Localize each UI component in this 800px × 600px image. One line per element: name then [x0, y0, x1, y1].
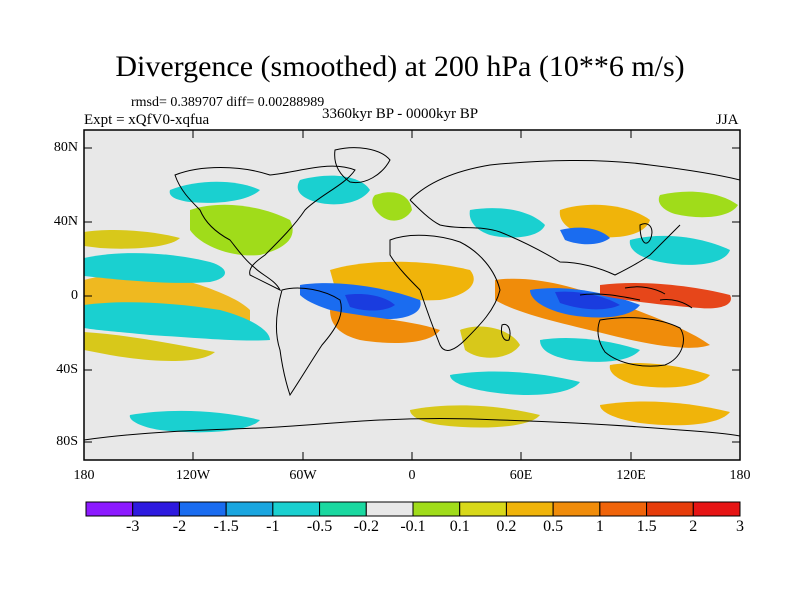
- x-label-120e: 120E: [616, 468, 646, 483]
- coast-africa: [389, 234, 501, 351]
- colorbar-label-12: 2: [689, 518, 698, 535]
- neg-antarctic-west: [129, 410, 260, 433]
- pos-north-pacific: [84, 230, 180, 249]
- colorbar-swatch-7: [412, 501, 461, 517]
- neg-south-indian: [540, 338, 640, 362]
- y-label-0: 0: [71, 288, 78, 303]
- x-label-180w: 180: [73, 468, 95, 483]
- divergence-field: [84, 175, 738, 433]
- pos-atlantic-mid: [372, 192, 412, 221]
- colorbar-label-4: -0.5: [306, 518, 333, 535]
- pos-pacific-north-high: [190, 204, 293, 256]
- strong-neg-atlantic-core: [345, 294, 395, 311]
- y-label-40n: 40N: [53, 214, 78, 229]
- neg-tibet: [560, 227, 610, 245]
- colorbar-label-1: -2: [172, 518, 187, 535]
- colorbar: [85, 501, 741, 517]
- colorbar-label-9: 0.5: [543, 518, 564, 535]
- coast-japan: [639, 223, 653, 244]
- pos-maritime-continent: [600, 283, 731, 309]
- experiment-label: Expt = xQfV0-xqfua: [84, 112, 210, 128]
- coast-eurasia: [409, 159, 740, 276]
- colorbar-label-2: -1.5: [213, 518, 239, 535]
- neg-pacific-west: [629, 235, 730, 265]
- coast-north-america: [174, 165, 356, 292]
- x-label-0: 0: [408, 468, 416, 483]
- coast-indonesia: [579, 286, 693, 309]
- neg-southern-ocean-mid: [450, 371, 580, 395]
- season-label: JJA: [716, 112, 739, 128]
- pos-southern-ocean-east: [609, 363, 710, 388]
- colorbar-swatch-0: [85, 501, 134, 517]
- colorbar-label-8: 0.2: [496, 518, 517, 535]
- rmsd-diff-stats: rmsd= 0.389707 diff= 0.00288989: [131, 95, 325, 110]
- y-label-80s: 80S: [56, 434, 78, 449]
- pos-antarctic-coast: [410, 405, 540, 428]
- colorbar-label-13: 3: [736, 518, 744, 535]
- colorbar-label-6: -0.1: [400, 518, 426, 535]
- axis-ticks: [83, 130, 741, 460]
- plot-title: Divergence (smoothed) at 200 hPa (10**6 …: [115, 50, 685, 83]
- colorbar-label-0: -3: [126, 518, 140, 535]
- strong-neg-indian-core: [555, 291, 620, 310]
- colorbar-swatch-13: [692, 501, 741, 517]
- x-label-60e: 60E: [509, 468, 533, 483]
- coastlines: [84, 147, 740, 441]
- colorbar-label-10: 1: [595, 518, 604, 535]
- neg-atlantic-north: [297, 175, 370, 205]
- colorbar-swatch-8: [459, 501, 507, 517]
- coast-greenland: [334, 147, 391, 184]
- coast-madagascar: [501, 323, 511, 341]
- pos-antarctic-east: [600, 401, 730, 426]
- y-label-40s: 40S: [56, 362, 78, 377]
- colorbar-label-3: -1: [266, 518, 280, 535]
- time-period-label: 3360kyr BP - 0000kyr BP: [322, 106, 479, 122]
- coast-south-america: [276, 287, 342, 397]
- colorbar-label-11: 1.5: [636, 518, 657, 535]
- y-label-80n: 80N: [53, 140, 78, 155]
- colorbar-swatch-3: [225, 501, 274, 517]
- pos-africa-south: [460, 326, 520, 358]
- colorbar-swatch-10: [552, 501, 601, 517]
- colorbar-swatch-6: [365, 501, 414, 517]
- neg-alaska: [169, 181, 260, 203]
- colorbar-swatch-9: [505, 501, 554, 517]
- colorbar-label-7: 0.1: [449, 518, 470, 535]
- colorbar-swatch-11: [599, 501, 648, 517]
- colorbar-swatch-2: [178, 501, 227, 517]
- neg-east-africa: [469, 208, 545, 238]
- neg-north-pacific: [84, 253, 225, 283]
- pos-pacific-west-north: [658, 191, 738, 218]
- x-label-180e: 180: [729, 468, 751, 483]
- colorbar-label-5: -0.2: [353, 518, 379, 535]
- neg-band-eq-east-pacific: [84, 302, 270, 341]
- x-label-120w: 120W: [175, 468, 211, 483]
- pos-south-atlantic: [330, 310, 440, 343]
- coast-australia: [597, 317, 684, 367]
- colorbar-swatch-1: [132, 501, 180, 517]
- coast-antarctica: [84, 418, 740, 441]
- colorbar-swatch-4: [272, 501, 321, 517]
- colorbar-swatch-12: [646, 501, 694, 517]
- x-label-60w: 60W: [289, 468, 317, 483]
- colorbar-swatch-5: [319, 501, 367, 517]
- pos-band-south-pacific: [84, 332, 215, 361]
